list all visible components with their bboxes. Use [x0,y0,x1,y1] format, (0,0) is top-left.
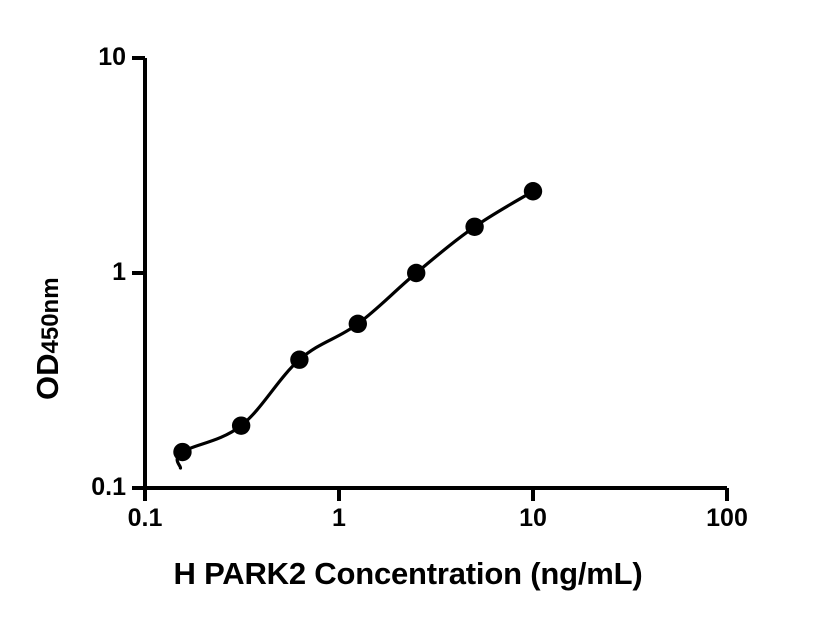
x-axis-tick-label: 100 [706,504,748,532]
data-point-marker [407,263,426,283]
y-axis-tick-label: 0.1 [91,473,126,501]
y-axis-tick-label: 10 [98,43,126,71]
data-points [173,182,543,462]
data-point-marker [173,442,192,462]
data-point-marker [231,416,251,435]
y-axis-title-main: OD [30,353,65,401]
x-axis-tick-label: 0.1 [127,504,163,532]
y-axis-title-subscript: 450nm [37,277,64,354]
data-point-marker [523,182,543,201]
x-axis-tick-label: 10 [519,504,547,532]
x-axis-title: H PARK2 Concentration (ng/mL) [173,556,643,591]
y-axis-tick-label: 1 [112,258,126,286]
data-point-marker [290,350,309,369]
y-axis-title: OD 450nm [30,60,78,400]
data-point-marker [465,217,484,237]
x-axis-tick-label: 1 [332,504,346,532]
axes-group [132,56,729,501]
data-point-marker [348,314,367,334]
